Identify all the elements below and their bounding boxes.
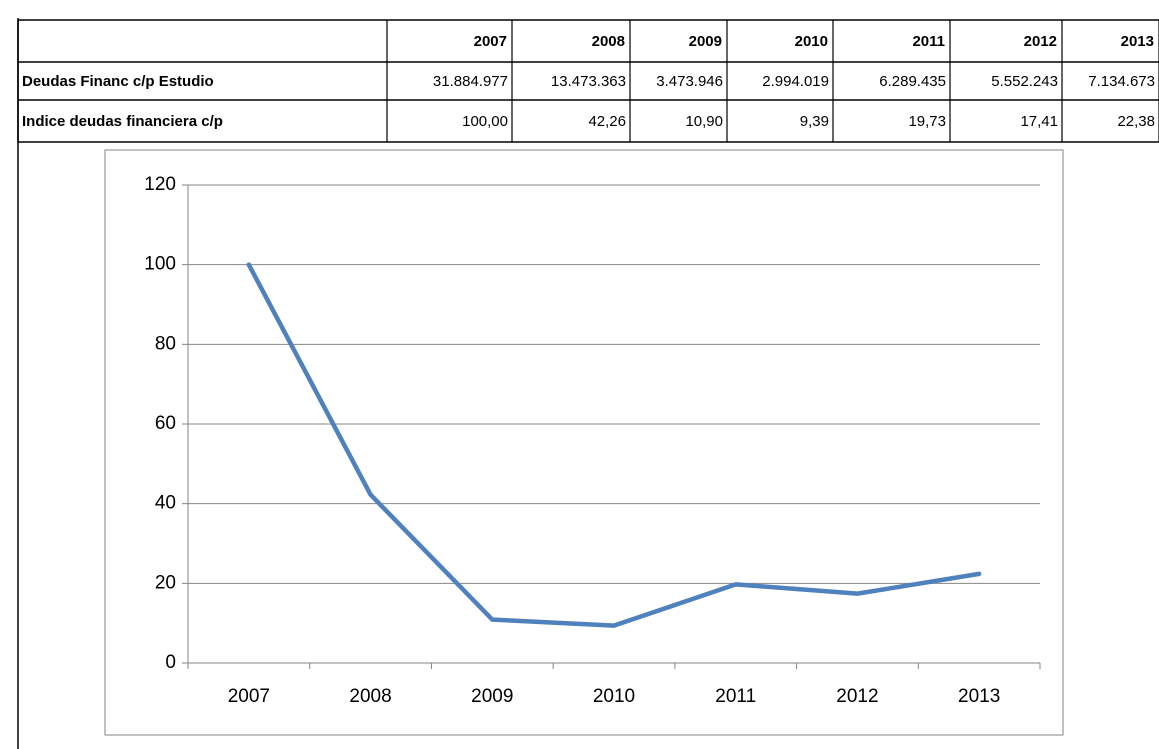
table-cell: 3.473.946 bbox=[656, 73, 723, 90]
table-cell: 2.994.019 bbox=[762, 73, 829, 90]
table-cell: 31.884.977 bbox=[433, 73, 508, 90]
x-tick-label: 2012 bbox=[836, 686, 878, 707]
table-cell: 7.134.673 bbox=[1088, 73, 1155, 90]
y-tick-label: 120 bbox=[144, 174, 176, 195]
table-cell: 22,38 bbox=[1117, 113, 1155, 130]
chart-frame bbox=[104, 149, 1064, 736]
column-header: 2009 bbox=[689, 33, 722, 50]
table-cell: 17,41 bbox=[1020, 113, 1058, 130]
y-tick-label: 40 bbox=[155, 493, 176, 514]
y-tick-label: 60 bbox=[155, 413, 176, 434]
table-cell: 10,90 bbox=[685, 113, 723, 130]
table-cell: 100,00 bbox=[462, 113, 508, 130]
x-tick-label: 2009 bbox=[471, 686, 513, 707]
table-cell: 42,26 bbox=[588, 113, 626, 130]
row-label: Deudas Financ c/p Estudio bbox=[22, 73, 214, 90]
x-tick-label: 2007 bbox=[228, 686, 270, 707]
column-header: 2012 bbox=[1024, 33, 1057, 50]
x-tick-label: 2011 bbox=[715, 686, 756, 707]
table-cell: 13.473.363 bbox=[551, 73, 626, 90]
table-cell: 5.552.243 bbox=[991, 73, 1058, 90]
row-label: Indice deudas financiera c/p bbox=[22, 113, 223, 130]
table-cell: 19,73 bbox=[908, 113, 946, 130]
y-tick-label: 80 bbox=[155, 333, 176, 354]
table-cell: 6.289.435 bbox=[879, 73, 946, 90]
y-tick-label: 100 bbox=[144, 254, 176, 275]
column-header: 2007 bbox=[474, 33, 507, 50]
x-tick-label: 2013 bbox=[958, 686, 1000, 707]
x-tick-label: 2008 bbox=[349, 686, 391, 707]
table-cell: 9,39 bbox=[800, 113, 829, 130]
column-header: 2013 bbox=[1121, 33, 1154, 50]
column-header: 2011 bbox=[912, 33, 945, 50]
column-header: 2008 bbox=[592, 33, 625, 50]
data-line bbox=[246, 262, 982, 628]
x-tick-label: 2010 bbox=[593, 686, 635, 707]
y-tick-label: 0 bbox=[165, 652, 176, 673]
y-tick-label: 20 bbox=[155, 572, 176, 593]
column-header: 2010 bbox=[795, 33, 828, 50]
